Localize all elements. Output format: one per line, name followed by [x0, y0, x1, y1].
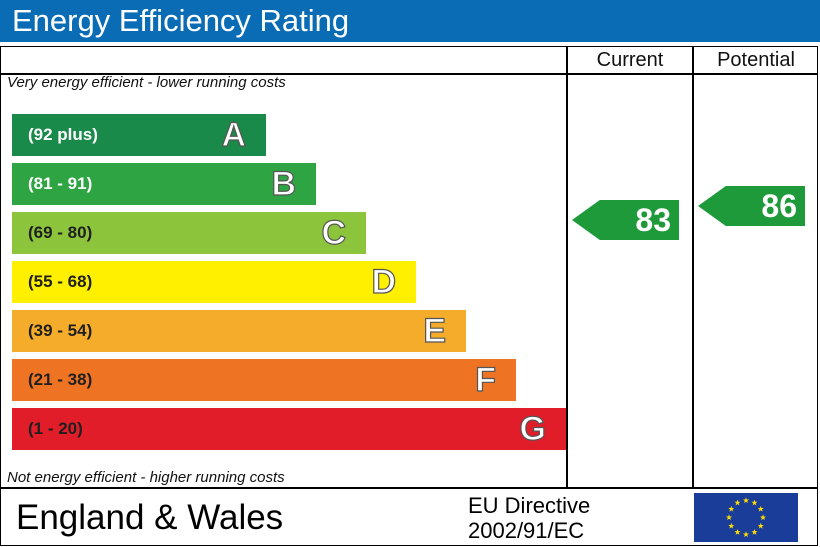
band-letter: B	[271, 164, 297, 203]
eu-star-icon	[759, 514, 767, 521]
band-range-label: (1 - 20)	[28, 419, 83, 438]
eu-directive: EU Directive 2002/91/EC	[468, 493, 590, 543]
band-e: (39 - 54) E	[12, 310, 466, 352]
eu-star-icon	[751, 499, 758, 506]
divider-current-left	[566, 46, 568, 488]
band-letter: F	[475, 360, 497, 399]
band-range-label: (21 - 38)	[28, 370, 93, 389]
eu-flag-icon	[694, 493, 798, 542]
top-note: Very energy efficient - lower running co…	[7, 74, 286, 91]
current-rating-value: 83	[635, 202, 671, 238]
band-g: (1 - 20) G	[12, 408, 566, 450]
band-letter: E	[423, 311, 447, 350]
eu-star-icon	[734, 529, 741, 535]
eu-directive-line2: 2002/91/EC	[468, 518, 585, 543]
eu-star-icon	[728, 522, 735, 529]
band-a: (92 plus) A	[12, 114, 266, 156]
region-label: England & Wales	[16, 498, 284, 537]
band-letter: G	[519, 409, 547, 448]
band-b: (81 - 91) B	[12, 163, 316, 205]
column-header-current: Current	[596, 49, 664, 71]
chart-title: Energy Efficiency Rating	[0, 0, 820, 42]
band-letter: D	[371, 262, 397, 301]
eu-star-icon	[742, 531, 750, 538]
band-range-label: (92 plus)	[28, 125, 98, 144]
band-range-label: (39 - 54)	[28, 321, 93, 340]
band-range-label: (81 - 91)	[28, 174, 93, 193]
bottom-note: Not energy efficient - higher running co…	[7, 469, 285, 486]
band-range-label: (69 - 80)	[28, 223, 93, 242]
band-d: (55 - 68) D	[12, 261, 416, 303]
eu-star-icon	[742, 497, 750, 504]
eu-star-icon	[728, 505, 735, 512]
band-range-label: (55 - 68)	[28, 272, 93, 291]
eu-directive-line1: EU Directive	[468, 493, 591, 518]
eu-star-icon	[751, 529, 758, 535]
footer-divider	[0, 487, 818, 489]
band-c: (69 - 80) C	[12, 212, 366, 254]
potential-rating-value: 86	[761, 188, 797, 224]
rating-frame	[0, 46, 818, 546]
divider-potential-left	[692, 46, 694, 488]
band-letter: C	[321, 213, 347, 252]
header-divider	[0, 73, 818, 75]
eu-star-icon	[757, 505, 764, 512]
band-letter: A	[221, 115, 247, 154]
eu-star-icon	[734, 499, 741, 506]
band-f: (21 - 38) F	[12, 359, 516, 401]
eu-star-icon	[725, 514, 733, 521]
column-header-potential: Potential	[717, 49, 795, 71]
eu-star-icon	[757, 522, 764, 529]
